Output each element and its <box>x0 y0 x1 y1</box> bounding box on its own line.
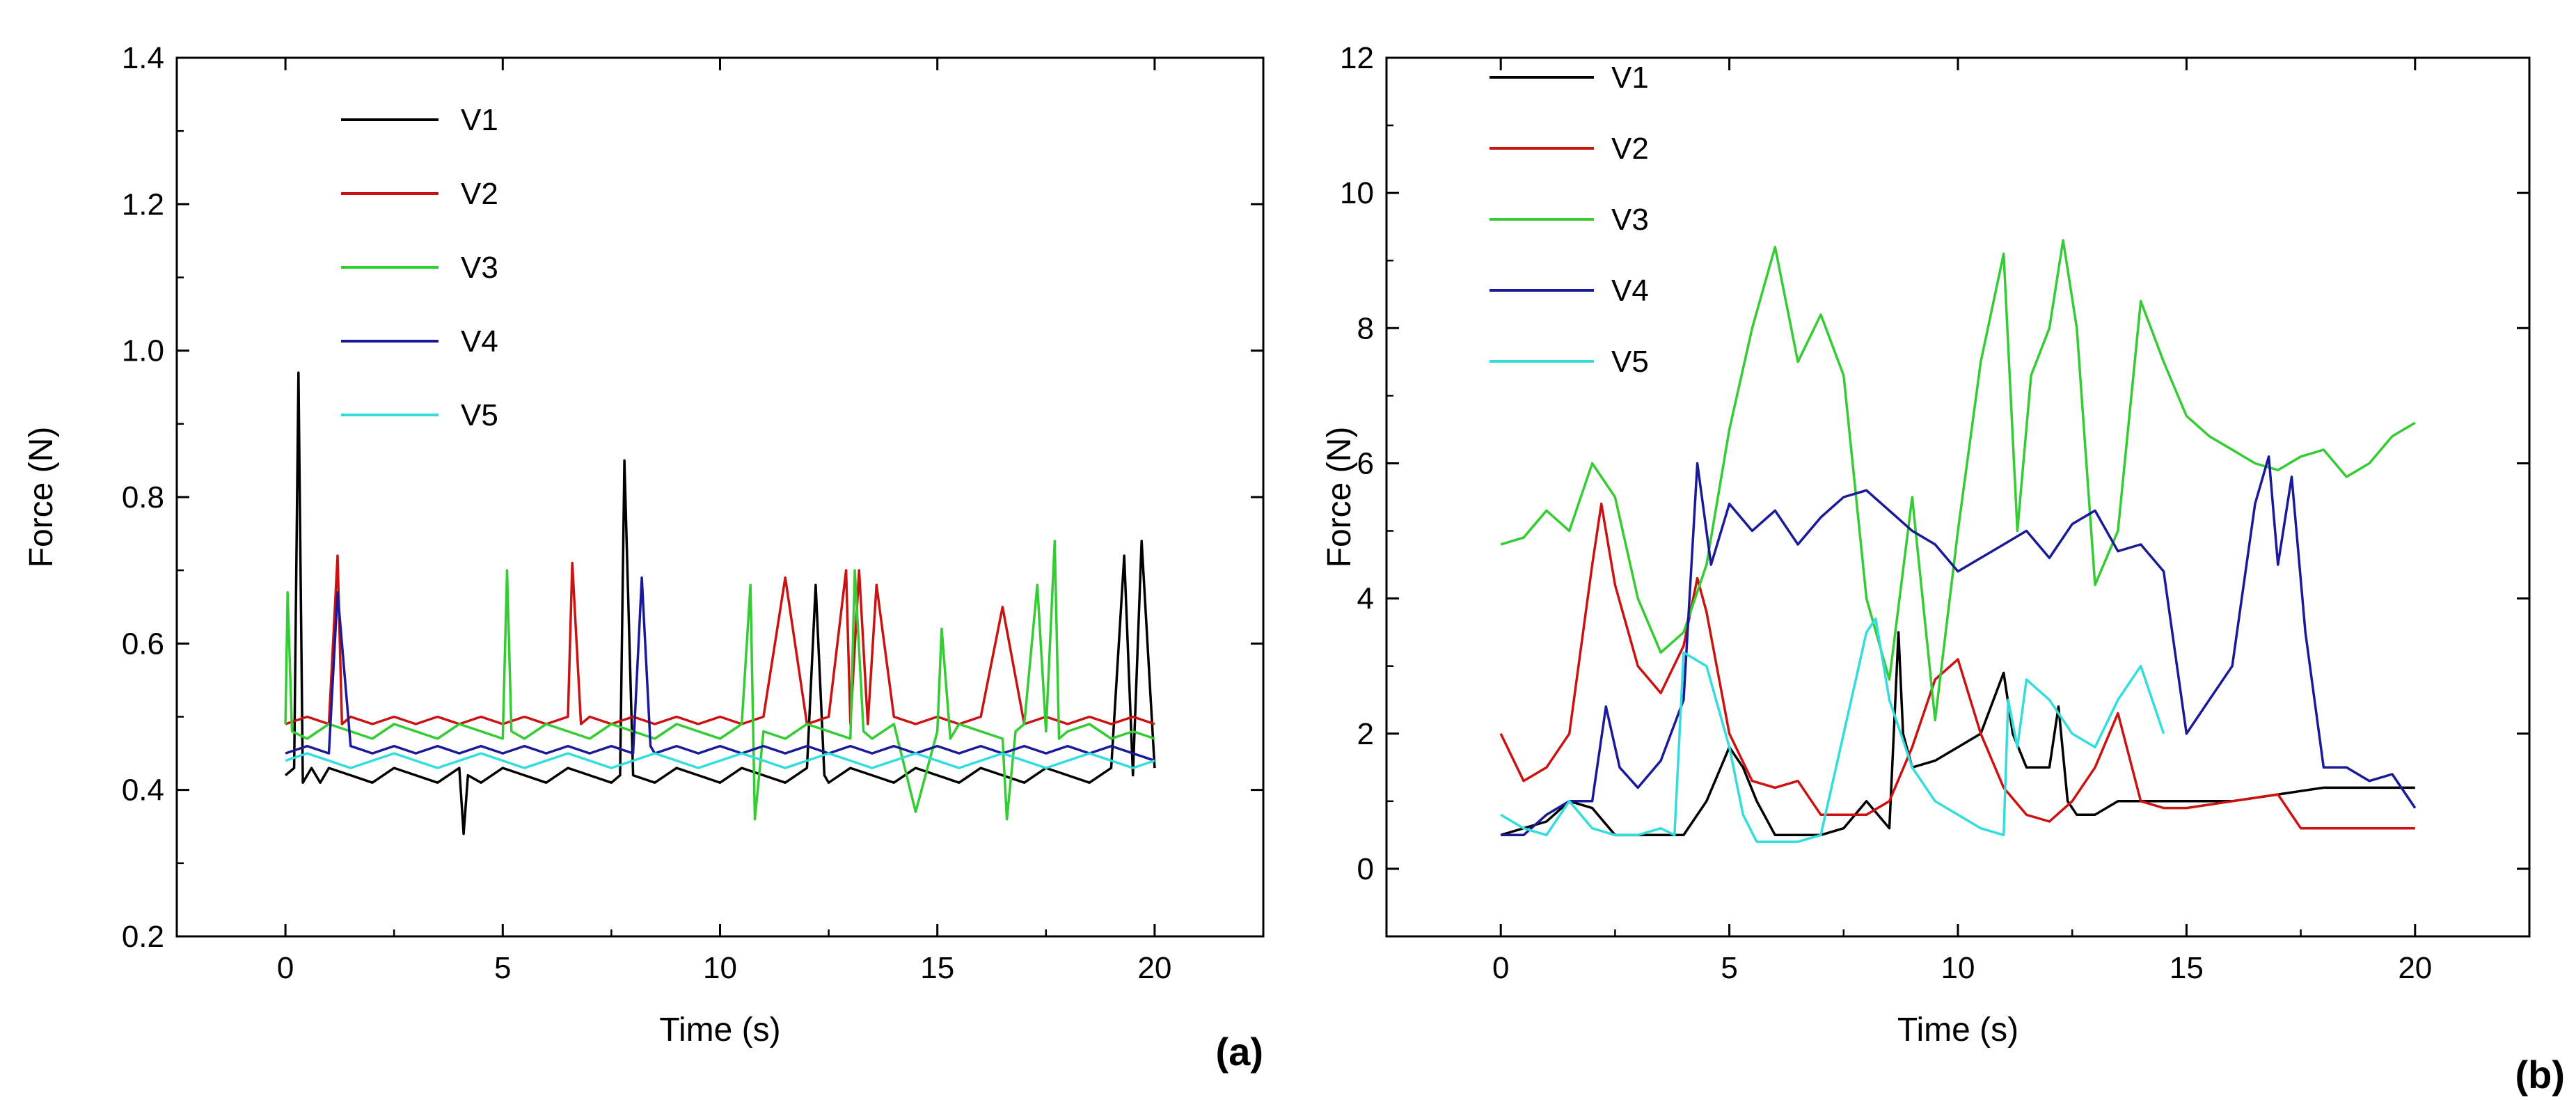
legend-label-v2: V2 <box>1611 132 1649 166</box>
legend-label-v2: V2 <box>461 177 498 211</box>
x-tick-label: 10 <box>1941 951 1975 985</box>
y-tick-label: 8 <box>1357 311 1374 345</box>
y-axis-label: Force (N) <box>23 427 60 568</box>
x-axis-label: Time (s) <box>1897 1012 2018 1048</box>
panel-label: (b) <box>2515 1053 2565 1097</box>
panel-label: (a) <box>1216 1030 1263 1074</box>
chart-panel-1: 0 5 10 15 20 0 2 4 6 8 10 12 Time (s) Force (N) V1 V2 V3… <box>1321 41 2565 1097</box>
y-tick-label: 6 <box>1357 446 1374 480</box>
y-tick-label: 2 <box>1357 717 1374 751</box>
series-line-v5 <box>285 752 1155 769</box>
plot-frame <box>1385 56 2531 938</box>
series-line-v5 <box>1500 617 2165 843</box>
y-tick-label: 0.8 <box>122 480 164 514</box>
series-line-v4 <box>285 576 1155 762</box>
legend-label-v3: V3 <box>1611 203 1649 237</box>
legend-label-v5: V5 <box>461 398 498 432</box>
x-tick-label: 20 <box>1137 951 1171 985</box>
x-tick-label: 5 <box>494 951 511 985</box>
legend-label-v1: V1 <box>1611 61 1649 95</box>
y-axis-label: Force (N) <box>1321 427 1358 568</box>
plot-frame <box>175 56 1265 938</box>
series-line-v1 <box>284 371 1156 835</box>
legend-label-v3: V3 <box>461 251 498 285</box>
y-tick-label: 10 <box>1340 176 1374 210</box>
legend-label-v5: V5 <box>1611 345 1649 379</box>
legend-label-v1: V1 <box>461 103 498 137</box>
x-axis-label: Time (s) <box>659 1012 780 1048</box>
y-tick-label: 1.2 <box>122 187 164 221</box>
y-tick-label: 0.6 <box>122 627 164 661</box>
x-tick-label: 10 <box>703 951 737 985</box>
series-line-v3 <box>1500 239 2416 722</box>
x-tick-label: 15 <box>2170 951 2204 985</box>
legend-label-v4: V4 <box>1611 274 1649 308</box>
x-tick-label: 0 <box>1492 951 1509 985</box>
legend-label-v4: V4 <box>461 324 498 359</box>
y-tick-label: 0 <box>1357 852 1374 886</box>
series-line-v1 <box>1500 631 2415 837</box>
x-tick-label: 0 <box>277 951 294 985</box>
series-line-v3 <box>284 540 1155 821</box>
chart-panel-0: 0 5 10 15 20 0.2 0.4 0.6 0.8 1.0 1.2 1.4 Time (s) For… <box>23 41 1265 1074</box>
x-tick-label: 5 <box>1721 951 1737 985</box>
x-tick-label: 20 <box>2398 951 2432 985</box>
series-line-v2 <box>1499 502 2415 830</box>
series-line-v2 <box>285 554 1155 725</box>
y-tick-label: 0.2 <box>122 920 164 954</box>
y-tick-label: 12 <box>1340 41 1374 75</box>
y-tick-label: 1.4 <box>122 41 164 75</box>
x-tick-label: 15 <box>920 951 954 985</box>
y-tick-label: 4 <box>1357 582 1374 616</box>
y-tick-label: 1.0 <box>122 334 164 368</box>
y-tick-label: 0.4 <box>122 773 164 808</box>
series-line-v4 <box>1501 455 2417 837</box>
